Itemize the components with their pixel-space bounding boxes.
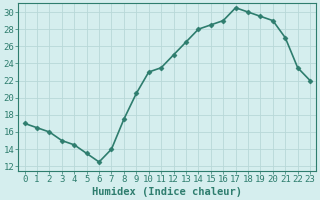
X-axis label: Humidex (Indice chaleur): Humidex (Indice chaleur)	[92, 186, 242, 197]
